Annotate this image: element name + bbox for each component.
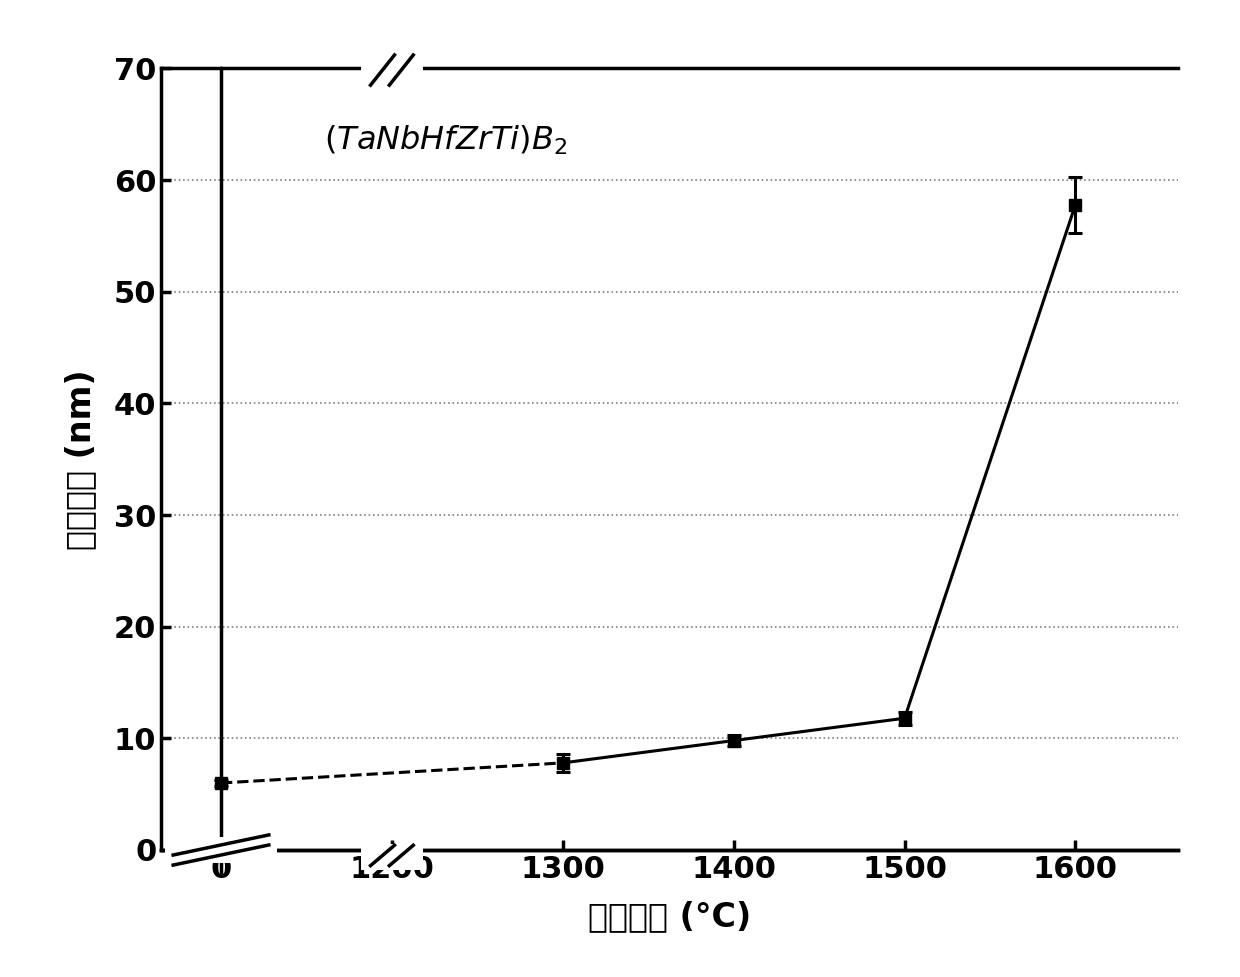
X-axis label: 退火温度 (°C): 退火温度 (°C) — [588, 901, 751, 933]
Y-axis label: 晶粒尺寸 (nm): 晶粒尺寸 (nm) — [64, 369, 97, 549]
Bar — [361, 844, 423, 871]
Bar — [361, 55, 423, 71]
Bar — [165, 836, 278, 864]
Text: $(TaNbHfZrTi)B_2$: $(TaNbHfZrTi)B_2$ — [324, 123, 567, 156]
